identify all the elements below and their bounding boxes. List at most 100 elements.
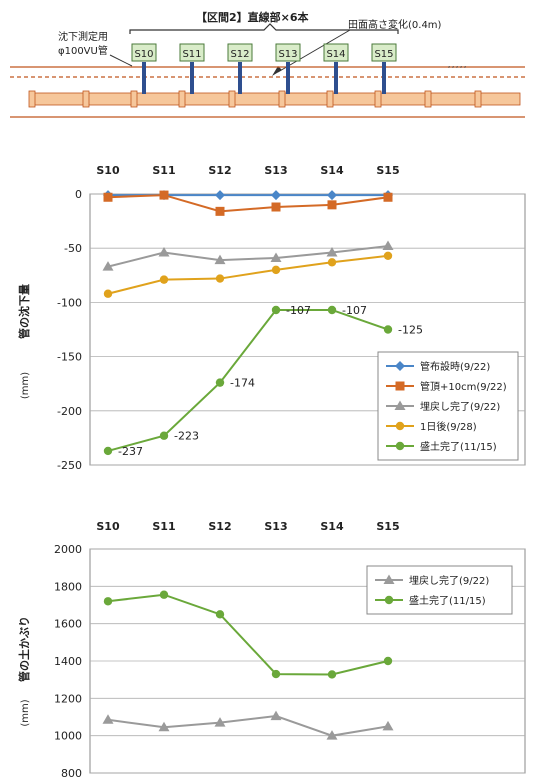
x-category-label: S13 xyxy=(264,164,287,177)
settlement-post xyxy=(190,62,194,94)
x-category-label: S11 xyxy=(152,520,175,533)
series-line xyxy=(107,308,389,452)
pipe-joint xyxy=(278,90,286,108)
pipe-segment xyxy=(281,92,331,106)
marker-triangle xyxy=(383,574,395,584)
y-tick-label: -100 xyxy=(57,296,82,309)
x-category-label: S12 xyxy=(208,164,231,177)
settlement-post xyxy=(334,62,338,94)
station-tag-label: S15 xyxy=(374,49,393,60)
pipe-joint xyxy=(228,90,236,108)
pipe-label-pointer xyxy=(109,54,133,67)
section-bracket xyxy=(129,23,399,34)
series-line xyxy=(107,715,389,737)
series-line xyxy=(107,593,389,676)
series-0 xyxy=(102,710,394,740)
marker-square xyxy=(159,190,169,200)
data-label: -107 xyxy=(286,304,311,317)
y-axis-unit: (mm) xyxy=(20,699,31,726)
marker-circle xyxy=(215,610,225,619)
marker-square xyxy=(383,192,393,202)
station-tag xyxy=(371,43,397,62)
pipe-segment xyxy=(133,92,183,106)
marker-triangle xyxy=(158,247,170,257)
marker-triangle xyxy=(214,254,226,265)
marker-circle xyxy=(215,378,225,387)
station-tag xyxy=(131,43,157,62)
x-category-label: S12 xyxy=(208,520,231,533)
height-change-arrow xyxy=(272,66,282,76)
settlement-post xyxy=(382,62,386,94)
station-tag xyxy=(275,43,301,62)
pipe-joint xyxy=(82,90,90,108)
pipe-joint xyxy=(28,90,36,108)
pipe-joint xyxy=(326,90,334,108)
data-label: -237 xyxy=(118,445,143,458)
marker-circle xyxy=(384,595,394,605)
marker-triangle xyxy=(382,720,394,731)
marker-triangle xyxy=(394,400,406,410)
x-category-label: S10 xyxy=(96,520,120,533)
legend-entry: 盛土完了(11/15) xyxy=(420,440,497,453)
settlement-post xyxy=(238,62,242,94)
y-tick-label: 1400 xyxy=(54,655,82,668)
y-tick-label: -200 xyxy=(57,405,82,418)
marker-diamond xyxy=(327,190,337,201)
marker-circle xyxy=(271,265,281,275)
installation-diagram: 【区間2】直線部×6本 沈下測定用 φ100VU管 田面高さ変化(0.4m) ﾞ… xyxy=(10,10,525,118)
marker-circle xyxy=(103,597,113,606)
pipe-joint xyxy=(374,90,382,108)
pipe xyxy=(28,90,521,108)
pipe-segment xyxy=(427,92,479,106)
marker-diamond xyxy=(395,361,405,371)
marker-triangle xyxy=(214,717,226,727)
y-tick-label: -250 xyxy=(57,459,82,472)
marker-circle xyxy=(159,275,169,284)
pipe-segment xyxy=(329,92,379,106)
settlement-post xyxy=(142,62,146,94)
marker-circle xyxy=(159,590,169,599)
station-tag-label: S10 xyxy=(134,49,153,60)
x-category-label: S15 xyxy=(376,520,399,533)
marker-circle xyxy=(103,446,113,456)
marker-triangle xyxy=(270,252,282,262)
marker-circle xyxy=(327,670,337,679)
series-line xyxy=(107,245,389,268)
height-change-label: 田面高さ変化(0.4m) xyxy=(348,18,442,31)
marker-triangle xyxy=(102,714,114,724)
series-line xyxy=(107,254,389,295)
cover-depth-chart: 2000 1800 1600 1400 1200 1000 800 S10 S11 S12 S13 S… xyxy=(17,520,526,780)
data-label: -174 xyxy=(230,377,255,390)
pipe-segment xyxy=(181,92,233,106)
data-label: -125 xyxy=(398,324,423,337)
x-category-label: S11 xyxy=(152,164,175,177)
marker-circle xyxy=(395,441,405,451)
y-tick-label: 1200 xyxy=(54,692,82,705)
marker-triangle xyxy=(102,261,114,271)
marker-diamond xyxy=(215,190,225,201)
y-tick-label: 1000 xyxy=(54,730,82,743)
data-label: -223 xyxy=(174,430,199,443)
y-axis-title: 管の土かぶり xyxy=(17,616,31,682)
pipe-segment xyxy=(377,92,429,106)
pipe-label-line1: 沈下測定用 xyxy=(58,30,108,43)
x-category-label: S13 xyxy=(264,520,287,533)
marker-circle xyxy=(215,274,225,283)
marker-triangle xyxy=(382,240,394,251)
data-label: -107 xyxy=(342,304,367,317)
marker-circle xyxy=(383,656,393,666)
marker-square xyxy=(395,381,405,391)
series-1 xyxy=(103,190,393,216)
marker-diamond xyxy=(271,190,281,201)
legend-entry: 埋戻し完了(9/22) xyxy=(409,574,489,587)
marker-circle xyxy=(327,258,337,267)
marker-circle xyxy=(103,289,113,298)
marker-square xyxy=(103,192,113,202)
marker-square xyxy=(271,202,281,212)
y-tick-label: 1600 xyxy=(54,618,82,631)
station-tag xyxy=(227,43,253,62)
legend-entry: 盛土完了(11/15) xyxy=(409,594,486,607)
y-tick-label: -150 xyxy=(57,351,82,364)
marker-circle xyxy=(159,431,169,440)
